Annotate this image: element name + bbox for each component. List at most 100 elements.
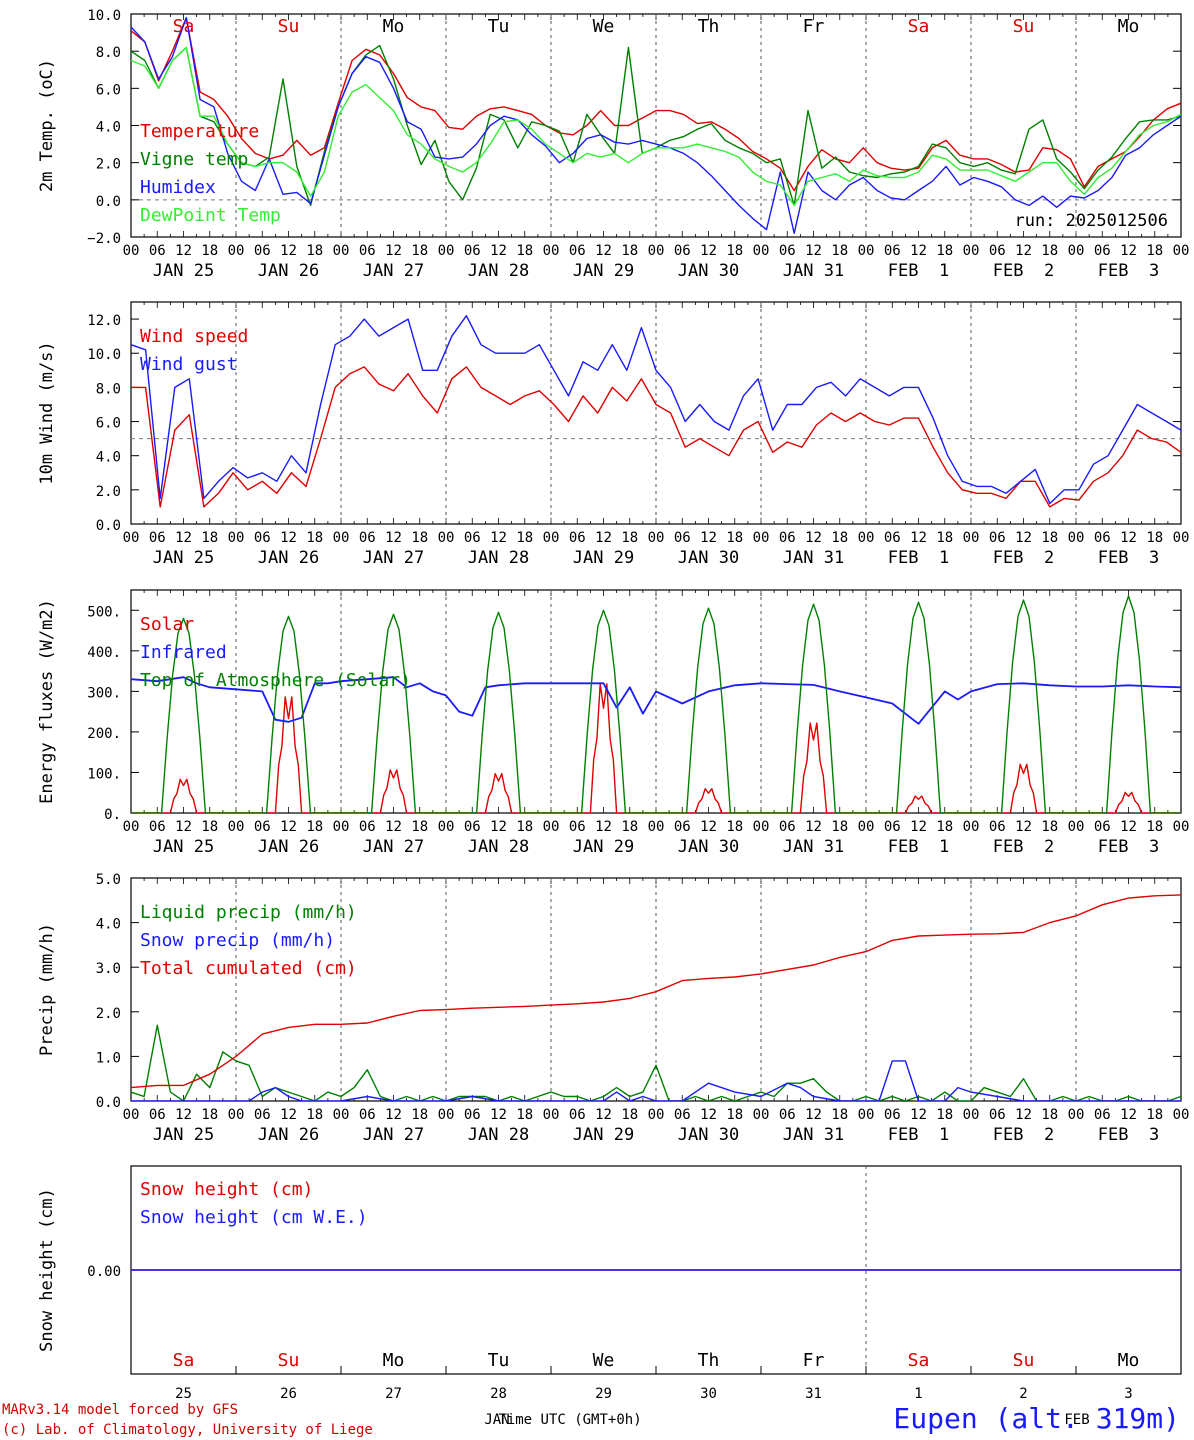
hour-tick-label: 00 (123, 530, 140, 546)
weekday-label: Su (1013, 1350, 1035, 1371)
legend-entry: Wind speed (140, 326, 248, 347)
date-label: FEB 2 (993, 548, 1054, 568)
hour-tick-label: 18 (1041, 1107, 1058, 1123)
hour-tick-label: 18 (831, 530, 848, 546)
hour-tick-label: 18 (1041, 530, 1058, 546)
legend-entry: Total cumulated (cm) (140, 958, 357, 979)
hour-tick-label: 06 (674, 819, 691, 835)
hour-tick-label: 06 (569, 819, 586, 835)
hour-tick-label: 12 (805, 243, 822, 259)
date-label: JAN 26 (258, 548, 319, 568)
hour-tick-label: 18 (936, 243, 953, 259)
y-tick-label: 200. (87, 726, 121, 742)
date-label: JAN 29 (573, 261, 634, 281)
date-label: FEB 3 (1098, 1125, 1159, 1145)
date-label: JAN 25 (153, 1125, 214, 1145)
hour-tick-label: 06 (674, 243, 691, 259)
date-label: JAN 31 (783, 261, 844, 281)
date-label: FEB 2 (993, 1125, 1054, 1145)
date-label: JAN 25 (153, 548, 214, 568)
hour-tick-label: 12 (595, 819, 612, 835)
day-number-label: 28 (490, 1386, 507, 1402)
series-line-dewpoint-temp (131, 46, 1181, 207)
hour-tick-label: 00 (333, 243, 350, 259)
date-label: JAN 27 (363, 837, 424, 857)
model-credit: MARv3.14 model forced by GFS (2, 1402, 238, 1418)
hour-tick-label: 06 (359, 1107, 376, 1123)
date-label: FEB 3 (1098, 548, 1159, 568)
date-label: JAN 29 (573, 1125, 634, 1145)
plot-frame (130, 301, 1182, 525)
date-label: JAN 31 (783, 837, 844, 857)
day-number-label: 1 (914, 1386, 922, 1402)
series-line-humidex (131, 17, 1181, 234)
hour-tick-label: 12 (175, 530, 192, 546)
hour-tick-label: 06 (779, 819, 796, 835)
hour-tick-label: 06 (884, 819, 901, 835)
hour-tick-label: 06 (1094, 530, 1111, 546)
hour-tick-label: 18 (516, 243, 533, 259)
hour-tick-label: 12 (805, 1107, 822, 1123)
date-label: FEB 3 (1098, 837, 1159, 857)
y-tick-label: 0.00 (87, 1264, 121, 1280)
date-label: JAN 29 (573, 837, 634, 857)
hour-tick-label: 12 (1015, 819, 1032, 835)
date-label: JAN 26 (258, 261, 319, 281)
hour-tick-label: 06 (149, 819, 166, 835)
hour-tick-label: 00 (1068, 530, 1085, 546)
hour-tick-label: 00 (543, 243, 560, 259)
hour-tick-label: 06 (359, 243, 376, 259)
hour-tick-label: 18 (201, 819, 218, 835)
hour-tick-label: 18 (516, 530, 533, 546)
date-label: FEB 1 (888, 1125, 949, 1145)
date-label: JAN 30 (678, 548, 739, 568)
weekday-label: We (593, 1350, 615, 1371)
date-label: JAN 27 (363, 1125, 424, 1145)
weekday-label: We (593, 16, 615, 37)
hour-tick-label: 12 (595, 243, 612, 259)
hour-tick-label: 12 (1120, 530, 1137, 546)
legend-entry: Liquid precip (mm/h) (140, 902, 357, 923)
y-axis-label: 10m Wind (m/s) (37, 341, 57, 484)
weekday-label: Th (698, 16, 720, 37)
hour-tick-label: 18 (306, 819, 323, 835)
hour-tick-label: 00 (123, 243, 140, 259)
hour-tick-label: 06 (989, 819, 1006, 835)
hour-tick-label: 06 (464, 819, 481, 835)
hour-tick-label: 12 (1015, 1107, 1032, 1123)
hour-tick-label: 18 (936, 819, 953, 835)
hour-tick-label: 18 (201, 1107, 218, 1123)
hour-tick-label: 00 (438, 819, 455, 835)
hour-tick-label: 06 (674, 1107, 691, 1123)
series-line-solar (131, 683, 1181, 813)
hour-tick-label: 06 (149, 530, 166, 546)
hour-tick-label: 18 (201, 243, 218, 259)
hour-tick-label: 06 (989, 530, 1006, 546)
hour-tick-label: 00 (1173, 530, 1190, 546)
day-number-label: 30 (700, 1386, 717, 1402)
hour-tick-label: 00 (438, 243, 455, 259)
y-tick-label: −2.0 (87, 231, 121, 247)
date-label: JAN 30 (678, 837, 739, 857)
hour-tick-label: 12 (385, 530, 402, 546)
hour-tick-label: 00 (1173, 243, 1190, 259)
weekday-label: Su (278, 1350, 300, 1371)
hour-tick-label: 12 (700, 243, 717, 259)
hour-tick-label: 12 (280, 530, 297, 546)
hour-tick-label: 12 (1120, 819, 1137, 835)
y-tick-label: 2.0 (96, 1006, 121, 1022)
hour-tick-label: 12 (385, 243, 402, 259)
date-label: FEB 1 (888, 548, 949, 568)
hour-tick-label: 18 (621, 819, 638, 835)
legend-entry: Vigne temp (140, 149, 248, 170)
hour-tick-label: 12 (385, 819, 402, 835)
hour-tick-label: 18 (411, 1107, 428, 1123)
weekday-label: Mo (1118, 16, 1140, 37)
weekday-label: Fr (803, 16, 825, 37)
hour-tick-label: 12 (910, 1107, 927, 1123)
date-label: JAN 25 (153, 261, 214, 281)
hour-tick-label: 06 (884, 530, 901, 546)
y-tick-label: 2.0 (96, 157, 121, 173)
legend-entry: Temperature (140, 121, 259, 142)
hour-tick-label: 18 (831, 243, 848, 259)
